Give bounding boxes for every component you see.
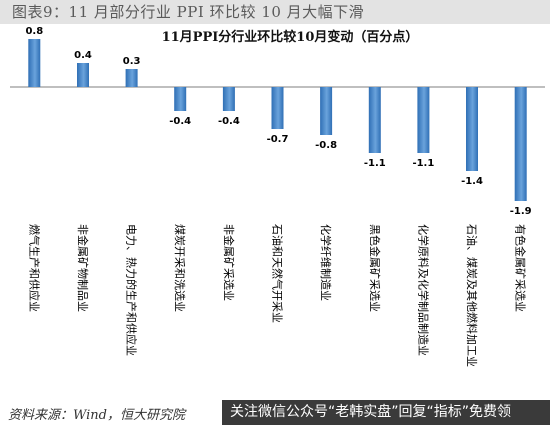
bar-6 — [271, 87, 284, 129]
category-labels-group: 燃气生产和供应业 非金属矿物制品业 电力、热力的生产和供应业 煤炭开采和洗选业 非金属矿… — [27, 224, 527, 367]
bar-4 — [174, 87, 187, 111]
data-label-1: 0.8 — [25, 26, 43, 37]
watermark-banner: 关注微信公众号“老韩实盘”回复“指标”免费领 — [222, 400, 550, 425]
bars-group — [28, 39, 527, 201]
bar-5 — [222, 87, 235, 111]
chart-title: 11月PPI分行业环比较10月变动（百分点） — [162, 29, 419, 45]
bar-10 — [466, 87, 478, 171]
source-note: 资料来源：Wind，恒大研究院 — [8, 408, 185, 423]
data-label-5: -0.4 — [218, 116, 240, 127]
bar-chart: 11月PPI分行业环比较10月变动（百分点） 0.8 0.4 0.3 -0.4 -0.4… — [10, 26, 545, 367]
bar-8 — [368, 87, 381, 153]
data-label-7: -0.8 — [315, 140, 337, 151]
category-label-11: 有色金属矿采选业 — [514, 224, 528, 312]
category-label-1: 燃气生产和供应业 — [27, 224, 41, 312]
category-label-6: 石油和天然气开采业 — [271, 224, 285, 323]
data-label-3: 0.3 — [123, 56, 141, 67]
data-label-11: -1.9 — [510, 206, 532, 217]
data-label-4: -0.4 — [169, 116, 191, 127]
category-label-2: 非金属矿物制品业 — [76, 224, 90, 312]
category-label-10: 石油、煤炭及其他燃料加工业 — [465, 224, 479, 367]
data-label-10: -1.4 — [461, 176, 483, 187]
category-label-8: 黑色金属矿采选业 — [368, 224, 382, 312]
data-label-6: -0.7 — [267, 134, 289, 145]
bar-7 — [320, 87, 333, 135]
data-labels-group: 0.8 0.4 0.3 -0.4 -0.4 -0.7 -0.8 -1.1 -1.1 -1.4 -1.… — [25, 26, 531, 217]
bar-3 — [125, 69, 138, 87]
category-label-9: 化学原料及化学制品制造业 — [416, 224, 430, 356]
bar-11 — [514, 87, 527, 201]
category-label-5: 非金属矿采选业 — [222, 224, 236, 301]
category-label-7: 化学纤维制造业 — [319, 224, 333, 301]
figure-title: 图表9：11 月部分行业 PPI 环比较 10 月大幅下滑 — [0, 0, 550, 24]
bar-2 — [77, 63, 89, 87]
category-label-4: 煤炭开采和洗选业 — [173, 224, 186, 312]
data-label-8: -1.1 — [364, 158, 386, 169]
bar-9 — [417, 87, 430, 153]
bar-1 — [28, 39, 41, 87]
data-label-9: -1.1 — [412, 158, 434, 169]
data-label-2: 0.4 — [74, 50, 92, 61]
category-label-3: 电力、热力的生产和供应业 — [125, 224, 139, 356]
